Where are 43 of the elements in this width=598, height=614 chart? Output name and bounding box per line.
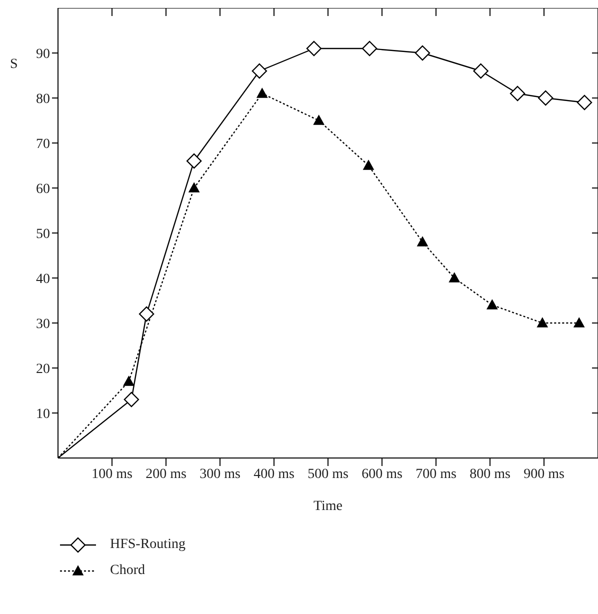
y-tick-label: 60 <box>36 182 50 197</box>
y-tick-label: 50 <box>36 226 50 242</box>
x-tick-label: 300 ms <box>200 466 240 482</box>
point <box>448 272 460 282</box>
point <box>536 318 548 328</box>
point <box>486 300 498 310</box>
y-tick-label: 90 <box>36 46 50 62</box>
x-tick-label: 700 ms <box>416 466 456 482</box>
x-tick-label: 800 ms <box>470 466 510 482</box>
point <box>538 90 554 106</box>
point <box>124 392 140 408</box>
point <box>256 88 268 98</box>
point <box>414 45 430 61</box>
point <box>188 182 200 192</box>
point <box>417 236 428 246</box>
point <box>313 115 324 125</box>
x-tick-label: 200 ms <box>146 466 186 482</box>
point <box>510 86 526 102</box>
y-tick-label: 20 <box>36 362 50 377</box>
legend-label: HFS-Routing <box>110 537 186 553</box>
point <box>363 160 374 170</box>
y-tick-label: 40 <box>36 272 50 287</box>
point <box>362 40 378 56</box>
x-tick-label: 400 ms <box>254 466 294 482</box>
y-tick-label: 80 <box>36 92 50 107</box>
point <box>252 63 268 79</box>
point <box>574 318 584 328</box>
point <box>306 40 322 56</box>
x-axis-title: Time <box>313 499 343 514</box>
point <box>138 306 154 322</box>
x-tick-label: 500 ms <box>308 466 348 482</box>
point <box>576 94 592 110</box>
point <box>186 153 202 169</box>
y-tick-label: 30 <box>36 316 50 332</box>
x-tick-label: 600 ms <box>362 466 402 482</box>
point <box>473 63 488 79</box>
y-tick-label: 70 <box>36 136 50 152</box>
x-tick-label: 100 ms <box>92 466 132 482</box>
point <box>123 376 134 386</box>
y-tick-label: 10 <box>36 406 50 422</box>
legend-label: Chord <box>110 563 145 579</box>
x-tick-label: 900 ms <box>524 466 564 482</box>
y-axis-title: S <box>10 56 18 72</box>
